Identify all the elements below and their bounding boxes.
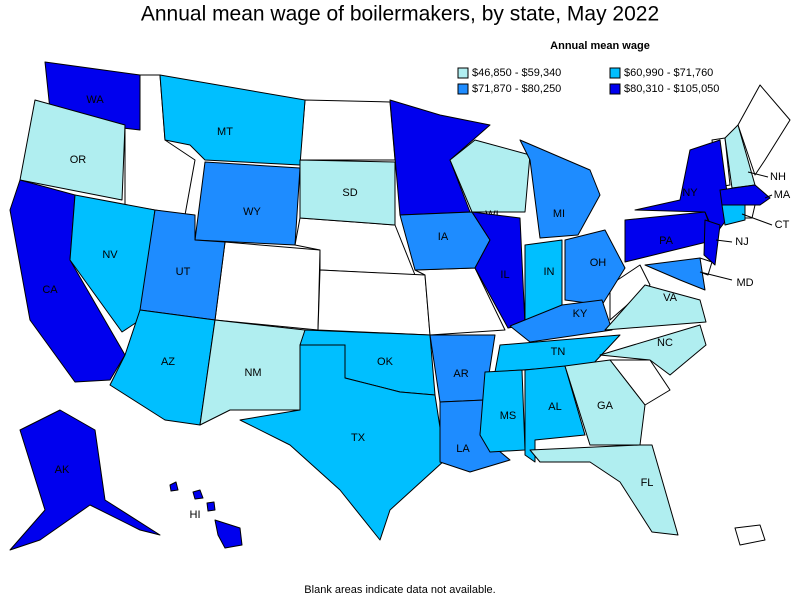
state-label: WY <box>243 206 261 218</box>
state-label: PA <box>659 235 674 247</box>
state <box>564 359 646 446</box>
state <box>721 204 746 226</box>
state-label: VA <box>663 292 678 304</box>
state <box>194 161 301 246</box>
state-label: NV <box>102 249 118 261</box>
state <box>509 299 613 343</box>
island <box>206 501 216 512</box>
island <box>192 489 204 500</box>
legend-label: $60,990 - $71,760 <box>624 67 713 79</box>
state-label: AK <box>55 464 70 476</box>
leader-line <box>747 171 769 178</box>
state-label: MS <box>500 410 517 422</box>
state <box>644 257 706 291</box>
state <box>449 139 531 213</box>
state-label: WA <box>86 94 104 106</box>
state <box>634 139 731 236</box>
state <box>703 219 721 266</box>
state <box>529 444 679 536</box>
state-label: AR <box>453 368 468 380</box>
state-label: AZ <box>161 356 175 368</box>
state <box>564 229 626 306</box>
state-label: AL <box>548 401 561 413</box>
state-label: OR <box>70 154 87 166</box>
state <box>737 84 791 176</box>
state <box>317 269 431 336</box>
state-label: NH <box>770 171 786 183</box>
state <box>719 184 771 206</box>
state-label: LA <box>456 443 470 455</box>
state-label: NM <box>244 367 261 379</box>
state-label: OH <box>590 257 607 269</box>
note: Blank areas indicate data not available. <box>304 584 495 596</box>
state-label: NC <box>657 337 673 349</box>
state-label: NJ <box>735 236 748 248</box>
state <box>299 99 396 161</box>
state <box>479 369 526 453</box>
state-label: SD <box>342 187 357 199</box>
leader-line <box>715 239 733 243</box>
state-label: CA <box>42 284 58 296</box>
state <box>214 241 321 331</box>
legend-label: $71,870 - $80,250 <box>472 83 561 95</box>
legend-swatch <box>609 83 621 95</box>
legend-label: $46,850 - $59,340 <box>472 67 561 79</box>
state <box>214 519 243 549</box>
state <box>239 344 446 541</box>
state-label: MI <box>553 208 565 220</box>
state <box>19 99 126 201</box>
state-label: GA <box>597 400 614 412</box>
state <box>69 194 156 333</box>
state <box>519 139 601 239</box>
legend-swatch <box>457 67 469 79</box>
state <box>299 159 396 226</box>
state-label: UT <box>176 266 191 278</box>
leader-line <box>764 194 773 199</box>
state-label: MT <box>217 126 233 138</box>
legend-swatch <box>609 67 621 79</box>
state-label: HI <box>190 509 201 521</box>
state-label: IA <box>438 231 449 243</box>
state-label: TN <box>551 346 566 358</box>
state-label: IL <box>500 269 509 281</box>
state-label: TX <box>351 432 366 444</box>
state-label: MA <box>774 189 791 201</box>
legend-title: Annual mean wage <box>550 40 650 52</box>
state <box>599 324 707 376</box>
state-label: MD <box>736 277 753 289</box>
legend-label: $80,310 - $105,050 <box>624 83 719 95</box>
state-label: FL <box>641 477 654 489</box>
state <box>199 319 306 426</box>
state <box>734 524 766 546</box>
state <box>471 211 526 329</box>
state <box>159 74 306 166</box>
state <box>609 264 651 321</box>
state-label: NY <box>682 187 698 199</box>
state-label: IN <box>544 266 555 278</box>
leader-line <box>741 213 773 226</box>
state <box>604 284 707 331</box>
state-label: KY <box>573 308 588 320</box>
legend-swatch <box>457 83 469 95</box>
island <box>169 481 179 492</box>
state-label: OK <box>377 356 394 368</box>
state <box>9 409 161 551</box>
title: Annual mean wage of boilermakers, by sta… <box>141 3 659 26</box>
leader-line <box>699 271 733 281</box>
state-label: CT <box>775 219 790 231</box>
states: WAORCANVMTWYUTAZNMSDOKTXMNIAARLAWIILMIIN… <box>9 61 791 551</box>
